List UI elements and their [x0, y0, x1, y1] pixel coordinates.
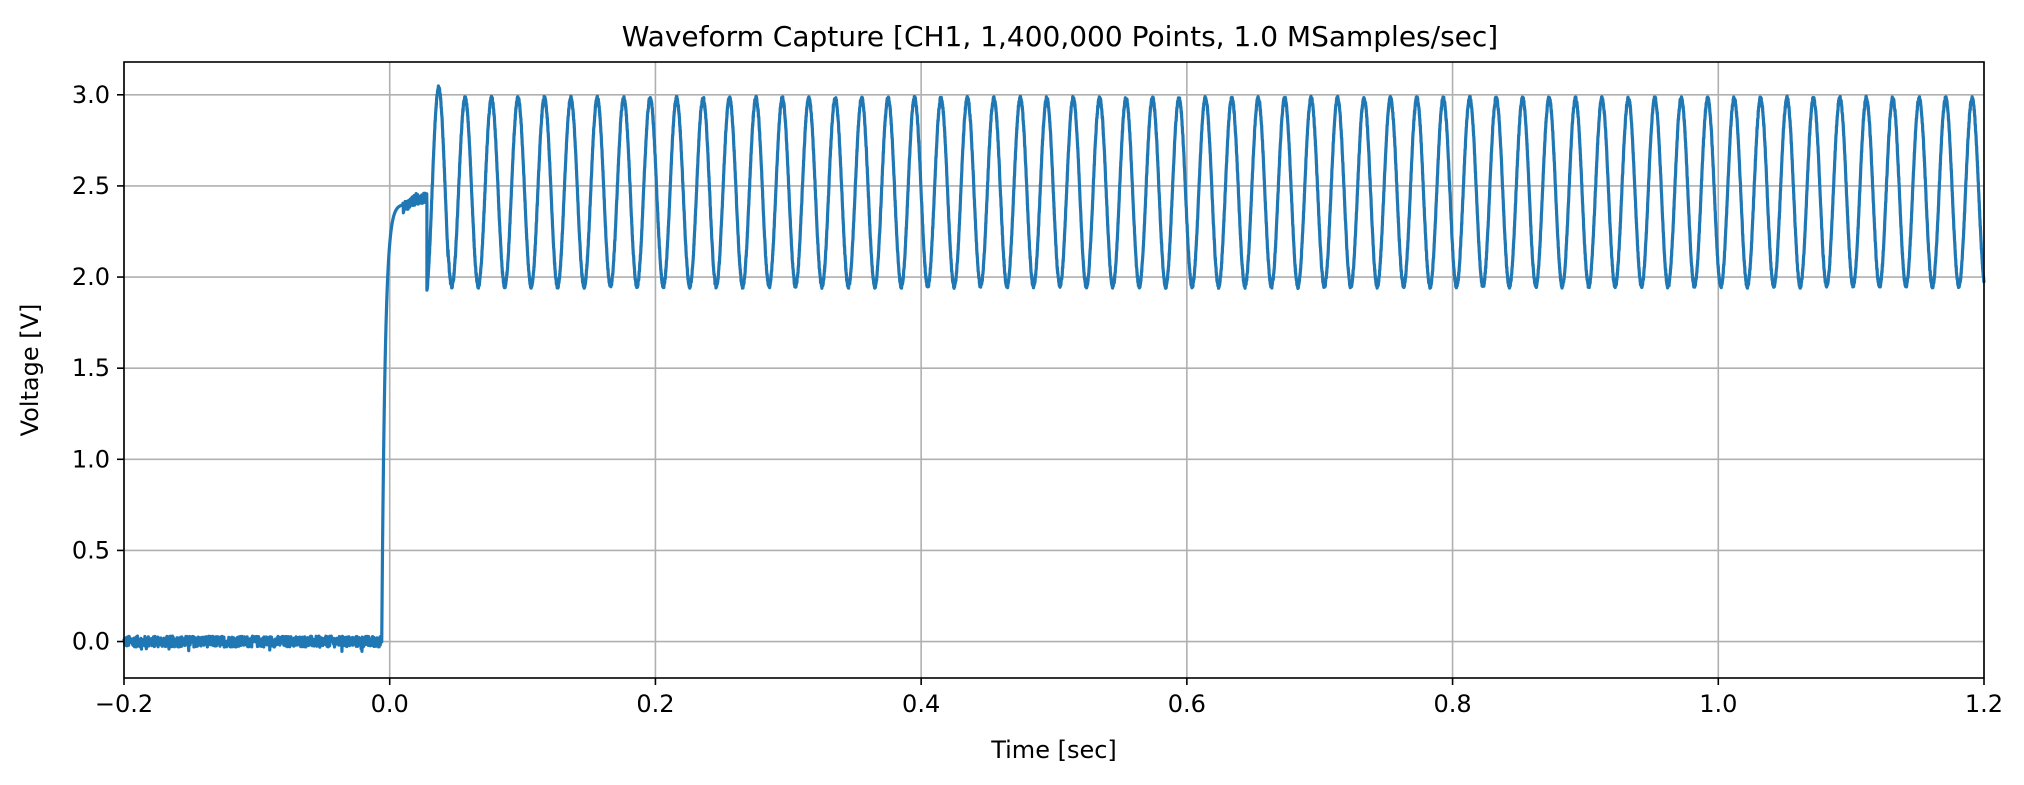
x-axis-label: Time [sec] — [990, 736, 1117, 764]
axes-frame — [123, 61, 1985, 679]
series-line-ch1 — [122, 84, 1986, 653]
tick-layer: −0.2 0.0 0.2 0.4 0.6 0.8 1.0 1.2 0.0 0.5 1.0 1.5 2.0… — [72, 81, 2003, 718]
x-tick-label: 0.0 — [371, 690, 409, 718]
y-axis-label: Voltage [V] — [16, 304, 44, 437]
series-layer — [122, 84, 1986, 653]
y-tick-label: 1.0 — [72, 445, 110, 473]
y-tick-label: 3.0 — [72, 81, 110, 109]
x-tick-label: 0.6 — [1168, 690, 1206, 718]
x-tick-label: 0.8 — [1433, 690, 1471, 718]
y-tick-label: 0.5 — [72, 536, 110, 564]
x-tick-label: −0.2 — [95, 690, 153, 718]
y-tick-label: 2.5 — [72, 172, 110, 200]
y-tick-label: 2.0 — [72, 263, 110, 291]
x-tick-label: 1.2 — [1965, 690, 2003, 718]
chart-title: Waveform Capture [CH1, 1,400,000 Points,… — [622, 20, 1498, 53]
x-tick-label: 0.2 — [636, 690, 674, 718]
x-tick-label: 1.0 — [1699, 690, 1737, 718]
y-tick-label: 0.0 — [72, 628, 110, 656]
x-tick-label: 0.4 — [902, 690, 940, 718]
y-tick-label: 1.5 — [72, 354, 110, 382]
